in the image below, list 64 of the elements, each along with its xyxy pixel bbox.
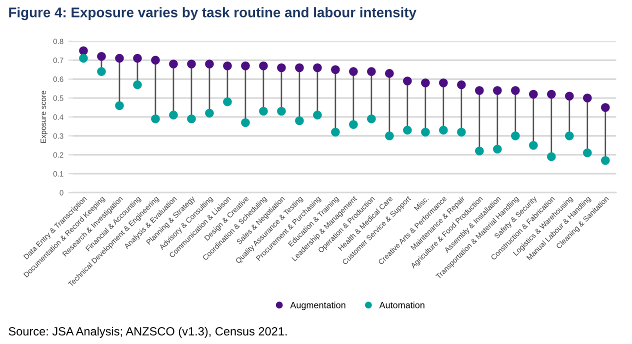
point [493,144,502,154]
point [313,110,322,120]
point [349,120,358,129]
point [493,86,502,95]
point [97,52,106,61]
point [403,76,412,86]
point [511,86,520,95]
point [187,114,196,124]
point [79,54,88,63]
point [205,60,214,68]
point [385,131,394,140]
point [349,67,358,76]
point [97,67,106,76]
point [601,103,610,112]
point [151,114,160,124]
point [529,140,538,150]
point [367,114,376,124]
point [259,61,268,70]
point [547,152,556,162]
point [385,69,394,78]
point [277,106,286,116]
point [583,148,592,158]
point [259,106,268,116]
point [223,97,232,106]
source-note: Source: JSA Analysis; ANZSCO (v1.3), Census 2021. [8,326,287,338]
point [223,61,232,70]
point [403,126,412,135]
point [205,108,214,118]
point [313,63,322,72]
point [565,92,574,101]
point [169,60,178,68]
point [133,54,142,63]
point [151,56,160,65]
point [115,54,124,63]
point [241,61,250,70]
point [601,156,610,165]
point [475,86,484,95]
point [241,118,250,128]
point [565,131,574,140]
point [133,80,142,90]
point [295,116,304,126]
point [457,80,466,90]
point [367,67,376,76]
point [439,78,448,88]
point [295,63,304,72]
legend-label: Augmentation [290,302,346,310]
point [529,90,538,99]
point [187,60,196,68]
point [331,128,340,136]
legend-label: Automation [379,302,424,308]
point [331,65,340,74]
chart-title: Figure 4: Exposure varies by task routine and labour intensity [9,7,416,20]
point [439,126,448,135]
point [169,110,178,120]
point [547,90,556,99]
point [79,46,88,56]
point [511,131,520,140]
point [115,101,124,110]
point [583,94,592,102]
point [457,128,466,136]
point [277,63,286,72]
point [421,128,430,136]
point [475,146,484,156]
point [421,78,430,88]
